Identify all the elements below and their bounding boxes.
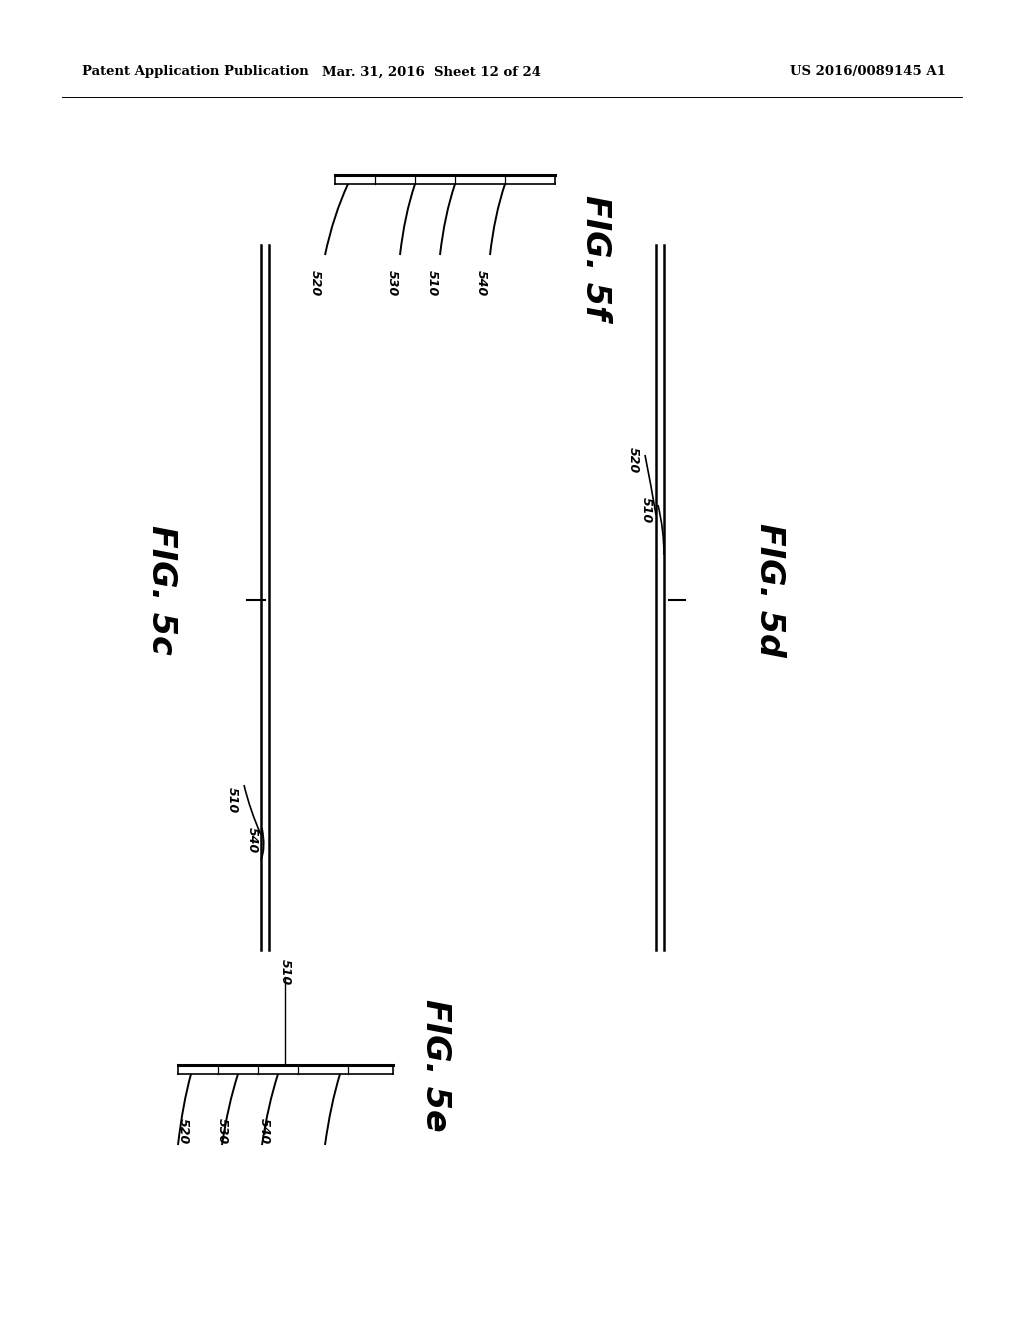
Text: 510: 510 [225,787,239,813]
Text: 520: 520 [627,447,640,473]
Text: FIG. 5f: FIG. 5f [579,195,611,319]
Text: 540: 540 [246,826,258,853]
Text: 520: 520 [176,1118,189,1144]
Text: FIG. 5d: FIG. 5d [754,523,786,657]
Text: Patent Application Publication: Patent Application Publication [82,66,309,78]
Text: US 2016/0089145 A1: US 2016/0089145 A1 [791,66,946,78]
Text: 530: 530 [215,1118,228,1144]
Text: 510: 510 [426,271,438,296]
Text: 530: 530 [385,271,398,296]
Text: FIG. 5e: FIG. 5e [419,999,452,1131]
Text: 540: 540 [474,271,487,296]
Text: Mar. 31, 2016  Sheet 12 of 24: Mar. 31, 2016 Sheet 12 of 24 [323,66,542,78]
Text: 510: 510 [640,496,652,523]
Text: FIG. 5c: FIG. 5c [145,525,178,655]
Text: 510: 510 [279,958,292,985]
Text: 540: 540 [257,1118,270,1144]
Text: 520: 520 [308,271,322,296]
